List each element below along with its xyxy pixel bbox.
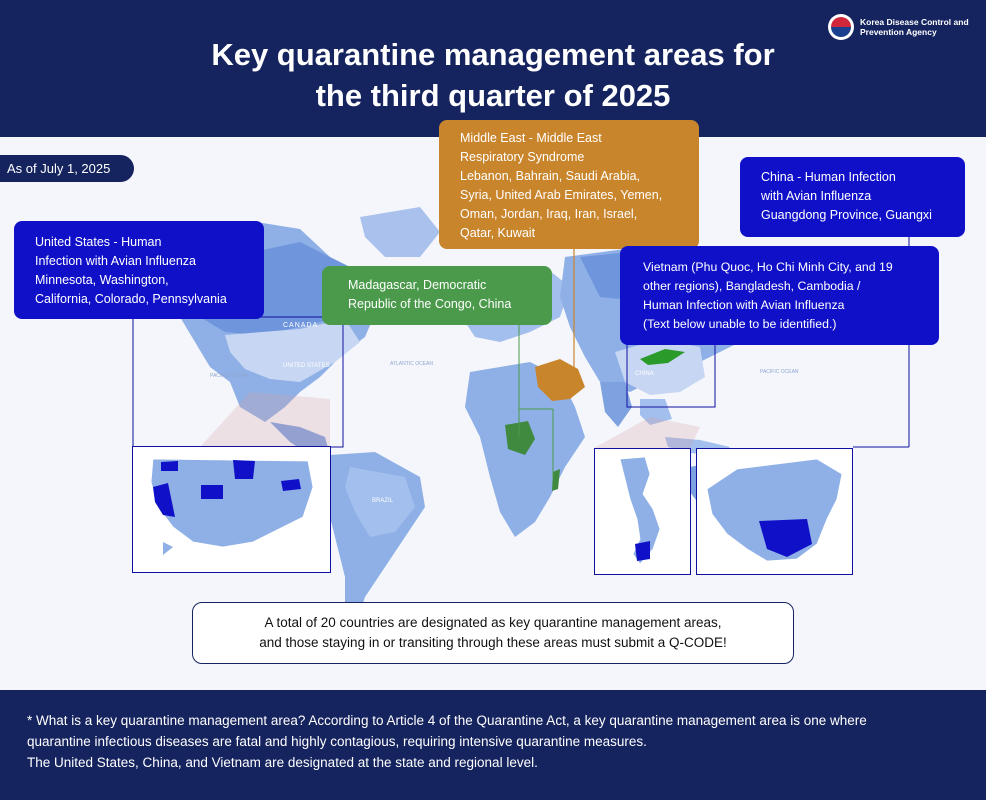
- madagascar-highlight: [552, 469, 560, 491]
- footer-line-2: quarantine infectious diseases are fatal…: [27, 734, 647, 749]
- vietnam-map: [619, 456, 661, 565]
- label-brazil: BRAZIL: [372, 498, 394, 504]
- drc-highlight: [505, 421, 535, 455]
- inset-map-vietnam: [594, 448, 691, 575]
- label-united-states: UNITED STATES: [283, 363, 329, 369]
- middle-east-highlight: [535, 359, 585, 401]
- page-title: Key quarantine management areas for the …: [0, 34, 986, 116]
- usa-region: [225, 319, 360, 382]
- callout-china: China - Human Infection with Avian Influ…: [740, 157, 965, 237]
- footer-note: * What is a key quarantine management ar…: [0, 690, 986, 800]
- label-pacific-left: PACIFIC OCEAN: [210, 373, 249, 379]
- footer-line-1: * What is a key quarantine management ar…: [27, 713, 867, 728]
- brazil-region: [345, 467, 415, 537]
- agency-name: Korea Disease Control and Prevention Age…: [860, 17, 969, 37]
- agency-logo-icon: [828, 14, 854, 40]
- title-line-1: Key quarantine management areas for: [211, 37, 775, 72]
- label-pacific-right: PACIFIC OCEAN: [760, 369, 799, 375]
- southeast-asia-land: [640, 399, 672, 425]
- callout-africa: Madagascar, Democratic Republic of the C…: [322, 266, 552, 325]
- us-states-map: [150, 458, 314, 555]
- greenland-land: [360, 207, 440, 257]
- china-south-highlight: [640, 349, 685, 365]
- label-canada: CANADA: [283, 322, 318, 329]
- china-provinces-map: [706, 458, 843, 562]
- notice-line-1: A total of 20 countries are designated a…: [264, 615, 722, 630]
- agency-brand: Korea Disease Control and Prevention Age…: [828, 14, 986, 40]
- india-region: [600, 382, 632, 427]
- inset-map-china: [696, 448, 853, 575]
- notice-line-2: and those staying in or transiting throu…: [259, 635, 727, 650]
- callout-united-states: United States - Human Infection with Avi…: [14, 221, 264, 319]
- vn-zoom-wedge: [594, 417, 700, 448]
- qcode-notice: A total of 20 countries are designated a…: [192, 602, 794, 664]
- label-atlantic: ATLANTIC OCEAN: [390, 361, 433, 367]
- footer-line-3: The United States, China, and Vietnam ar…: [27, 755, 538, 770]
- as-of-date-badge: As of July 1, 2025: [0, 155, 134, 182]
- title-line-2: the third quarter of 2025: [315, 78, 671, 113]
- label-china: CHINA: [635, 371, 654, 377]
- header-banner: Key quarantine management areas for the …: [0, 0, 986, 137]
- callout-middle-east: Middle East - Middle East Respiratory Sy…: [439, 120, 699, 249]
- callout-vietnam: Vietnam (Phu Quoc, Ho Chi Minh City, and…: [620, 246, 939, 345]
- inset-map-united-states: [132, 446, 331, 573]
- us-zoom-wedge: [200, 392, 330, 447]
